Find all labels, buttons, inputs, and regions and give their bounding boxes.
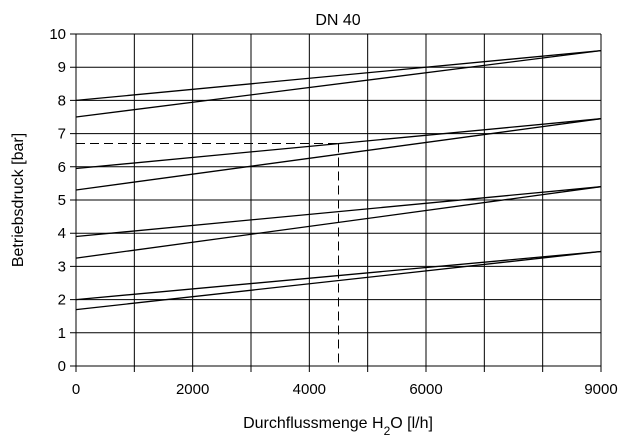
y-tick-label: 4 bbox=[58, 225, 66, 242]
series-line bbox=[75, 118, 602, 191]
grid bbox=[70, 33, 602, 372]
y-tick-label: 10 bbox=[49, 26, 66, 43]
x-axis-label-sub: 2 bbox=[384, 424, 391, 435]
series-line bbox=[75, 49, 602, 102]
x-axis-label-pre: Durchflussmenge H bbox=[243, 415, 384, 432]
tick-labels: 0 1 2 3 4 5 6 7 8 9 10 0 2000 4000 6000 9000 bbox=[49, 26, 617, 398]
series-line bbox=[75, 49, 602, 118]
x-tick-label: 0 bbox=[72, 381, 80, 398]
y-tick-label: 5 bbox=[58, 192, 66, 209]
x-tick-label: 2000 bbox=[176, 381, 209, 398]
x-axis-label: Durchflussmenge H2O [l/h] bbox=[243, 415, 433, 435]
chart-title: DN 40 bbox=[315, 12, 360, 29]
x-axis-label-post: O [l/h] bbox=[390, 415, 433, 432]
series-line bbox=[75, 186, 602, 238]
y-tick-label: 6 bbox=[58, 159, 66, 176]
x-tick-label: 4000 bbox=[293, 381, 326, 398]
y-tick-label: 2 bbox=[58, 292, 66, 309]
reference-lines bbox=[76, 143, 339, 366]
y-tick-label: 9 bbox=[58, 59, 66, 76]
x-tick-label: 6000 bbox=[409, 381, 442, 398]
y-tick-label: 1 bbox=[58, 325, 66, 342]
series-line bbox=[75, 250, 602, 311]
y-tick-label: 7 bbox=[58, 126, 66, 143]
x-tick-label: 9000 bbox=[584, 381, 617, 398]
y-tick-label: 0 bbox=[58, 358, 66, 375]
y-tick-label: 3 bbox=[58, 258, 66, 275]
y-axis-label: Betriebsdruck [bar] bbox=[10, 133, 27, 267]
y-tick-label: 8 bbox=[58, 92, 66, 109]
